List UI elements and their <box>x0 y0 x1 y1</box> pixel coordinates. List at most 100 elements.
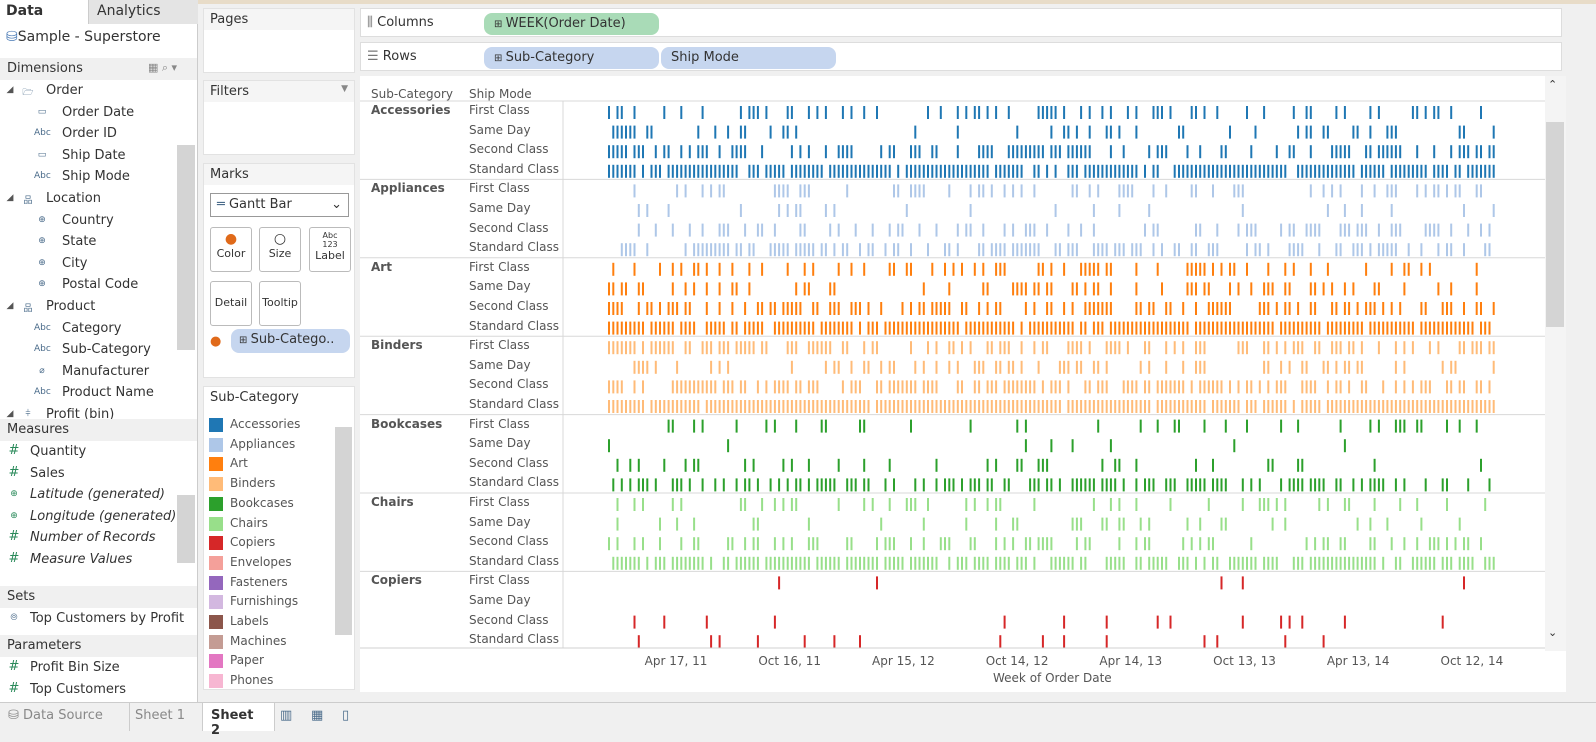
gantt-mark[interactable] <box>722 341 725 355</box>
gantt-mark[interactable] <box>859 380 861 394</box>
gantt-mark[interactable] <box>1488 145 1491 159</box>
gantt-mark[interactable] <box>1199 341 1202 355</box>
gantt-mark[interactable] <box>1441 400 1444 413</box>
gantt-mark[interactable] <box>1173 321 1176 335</box>
gantt-mark[interactable] <box>1437 321 1440 335</box>
gantt-mark[interactable] <box>782 458 785 472</box>
gantt-mark[interactable] <box>1484 498 1487 511</box>
gantt-mark[interactable] <box>1475 341 1478 355</box>
gantt-mark[interactable] <box>718 321 721 335</box>
gantt-mark[interactable] <box>625 341 627 355</box>
gantt-mark[interactable] <box>1348 321 1351 335</box>
gantt-mark[interactable] <box>1046 223 1049 237</box>
gantt-mark[interactable] <box>986 145 989 159</box>
gantt-mark[interactable] <box>1075 478 1078 492</box>
gantt-mark[interactable] <box>1297 164 1300 178</box>
gantt-mark[interactable] <box>1041 262 1044 276</box>
mark-type-select[interactable]: ═ Gantt Bar ⌄ <box>210 193 349 217</box>
gantt-mark[interactable] <box>1458 321 1461 335</box>
gantt-mark[interactable] <box>1156 419 1159 433</box>
gantt-mark[interactable] <box>893 537 895 551</box>
gantt-mark[interactable] <box>1335 302 1338 315</box>
gantt-mark[interactable] <box>1080 556 1083 570</box>
gantt-mark[interactable] <box>620 341 623 355</box>
gantt-mark[interactable] <box>1446 243 1448 257</box>
gantt-mark[interactable] <box>1416 184 1419 198</box>
gantt-mark[interactable] <box>799 145 802 159</box>
gantt-mark[interactable] <box>769 556 772 570</box>
gantt-mark[interactable] <box>1309 125 1312 139</box>
gantt-mark[interactable] <box>1080 478 1083 492</box>
gantt-mark[interactable] <box>1369 125 1372 139</box>
gantt-mark[interactable] <box>829 321 832 335</box>
gantt-mark[interactable] <box>782 184 785 198</box>
gantt-mark[interactable] <box>982 145 985 159</box>
gantt-mark[interactable] <box>786 380 789 394</box>
gantt-mark[interactable] <box>820 419 823 433</box>
gantt-mark[interactable] <box>952 478 955 492</box>
gantt-mark[interactable] <box>1186 517 1189 531</box>
gantt-mark[interactable] <box>693 400 696 413</box>
gantt-mark[interactable] <box>922 537 925 551</box>
gantt-mark[interactable] <box>1203 400 1206 413</box>
gantt-mark[interactable] <box>612 478 615 492</box>
gantt-mark[interactable] <box>1122 380 1125 394</box>
gantt-mark[interactable] <box>1148 478 1151 492</box>
gantt-mark[interactable] <box>1424 478 1427 492</box>
gantt-mark[interactable] <box>1105 125 1108 139</box>
gantt-mark[interactable] <box>1182 125 1185 139</box>
gantt-mark[interactable] <box>1144 478 1146 492</box>
gantt-mark[interactable] <box>756 400 759 413</box>
gantt-mark[interactable] <box>616 400 619 413</box>
gantt-mark[interactable] <box>824 341 827 355</box>
gantt-mark[interactable] <box>1241 498 1244 511</box>
gantt-mark[interactable] <box>1075 125 1078 139</box>
gantt-mark[interactable] <box>918 164 921 178</box>
gantt-mark[interactable] <box>782 537 785 551</box>
gantt-mark[interactable] <box>1254 243 1257 257</box>
gantt-mark[interactable] <box>1054 204 1057 217</box>
dimension-field[interactable]: ⌀ Manufacturer <box>0 362 175 383</box>
gantt-mark[interactable] <box>1382 164 1385 178</box>
gantt-mark[interactable] <box>961 400 963 413</box>
gantt-mark[interactable] <box>876 380 878 394</box>
gantt-mark[interactable] <box>1394 556 1397 570</box>
gantt-mark[interactable] <box>1335 400 1338 413</box>
gantt-mark[interactable] <box>846 400 849 413</box>
gantt-mark[interactable] <box>935 341 938 355</box>
gantt-mark[interactable] <box>710 556 713 570</box>
gantt-mark[interactable] <box>1041 380 1044 394</box>
gantt-mark[interactable] <box>1318 243 1321 257</box>
gantt-mark[interactable] <box>739 243 742 257</box>
gantt-mark[interactable] <box>1246 321 1248 335</box>
gantt-mark[interactable] <box>914 184 917 198</box>
gantt-mark[interactable] <box>1161 321 1163 335</box>
gantt-mark[interactable] <box>863 458 866 472</box>
gantt-mark[interactable] <box>1403 419 1406 433</box>
dimension-field[interactable]: Abc Product Name <box>34 385 154 401</box>
gantt-mark[interactable] <box>1007 106 1010 119</box>
gantt-mark[interactable] <box>1058 321 1061 335</box>
gantt-mark[interactable] <box>1084 537 1087 551</box>
gantt-mark[interactable] <box>1182 556 1185 570</box>
gantt-mark[interactable] <box>688 478 691 492</box>
gantt-mark[interactable] <box>850 145 853 159</box>
gantt-mark[interactable] <box>667 145 670 159</box>
gantt-mark[interactable] <box>684 243 687 257</box>
gantt-mark[interactable] <box>1428 556 1431 570</box>
gantt-mark[interactable] <box>910 400 912 413</box>
gantt-mark[interactable] <box>837 556 840 570</box>
gantt-mark[interactable] <box>1050 262 1053 276</box>
gantt-mark[interactable] <box>1390 223 1393 237</box>
gantt-mark[interactable] <box>1135 400 1138 413</box>
gantt-mark[interactable] <box>1195 164 1197 178</box>
gantt-mark[interactable] <box>667 204 670 217</box>
gantt-mark[interactable] <box>1135 321 1138 335</box>
gantt-mark[interactable] <box>1250 537 1253 551</box>
gantt-mark[interactable] <box>1135 556 1138 570</box>
gantt-mark[interactable] <box>786 556 789 570</box>
gantt-mark[interactable] <box>727 360 730 374</box>
gantt-mark[interactable] <box>752 458 755 472</box>
gantt-mark[interactable] <box>612 341 615 355</box>
gantt-mark[interactable] <box>867 321 870 335</box>
